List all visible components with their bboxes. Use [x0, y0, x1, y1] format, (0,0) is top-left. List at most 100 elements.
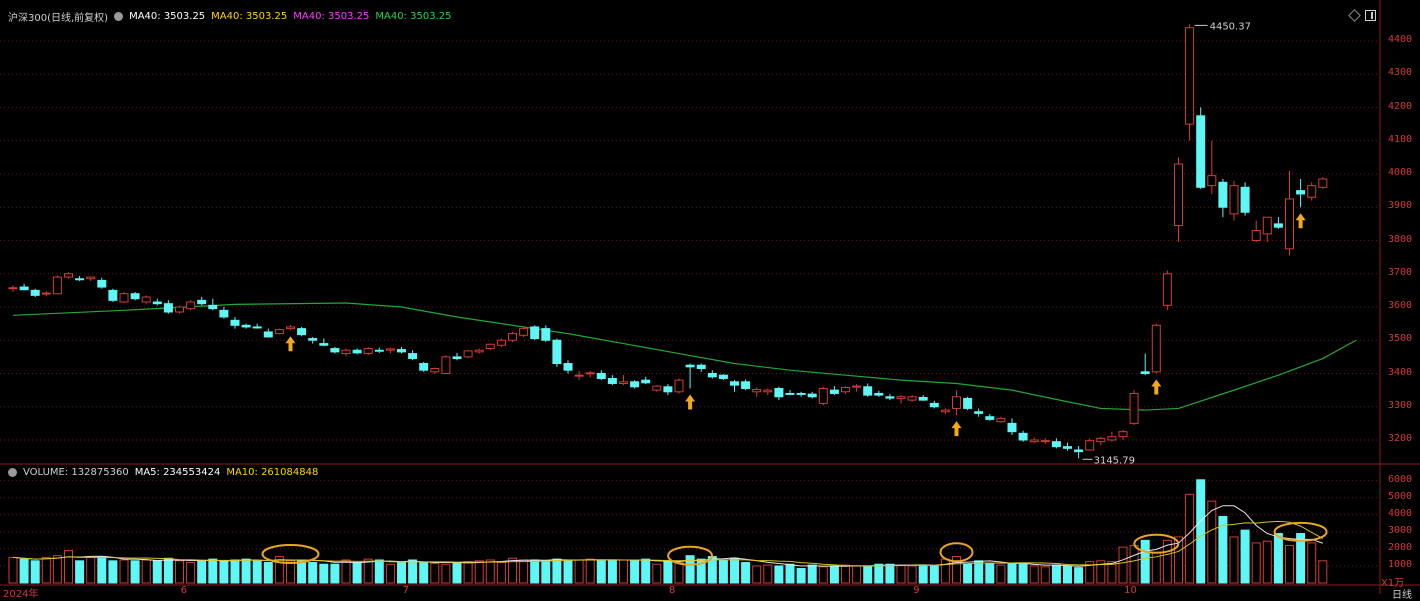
volume-bar — [1040, 566, 1050, 584]
candle-body — [807, 393, 817, 398]
candle-body — [663, 386, 673, 393]
volume-bar — [1007, 562, 1017, 584]
candle-body — [852, 385, 862, 388]
candle-body — [552, 339, 562, 365]
volume-bar — [1096, 560, 1106, 584]
volume-bar — [274, 556, 284, 584]
volume-tick-label: 6000 — [1388, 473, 1413, 485]
settings-dot-icon[interactable] — [114, 12, 124, 21]
volume-bar — [374, 559, 384, 584]
volume-bar — [64, 550, 73, 584]
volume-bar — [52, 555, 62, 584]
candle-body — [585, 372, 595, 375]
volume-bar — [1051, 564, 1061, 584]
candle-body — [319, 343, 329, 346]
candle-body — [241, 324, 251, 328]
candle-body — [64, 273, 73, 278]
volume-highlight-circle — [261, 543, 320, 564]
candle-body — [86, 276, 96, 280]
candle-body — [1096, 437, 1106, 443]
volume-bar — [1162, 539, 1172, 584]
candle-body — [208, 304, 218, 310]
candle-body — [541, 328, 551, 341]
ma40-label-3: MA40: 3503.25 — [293, 11, 370, 22]
volume-bar — [419, 562, 429, 584]
price-tick-label: 3400 — [1388, 366, 1413, 378]
candle-body — [1318, 178, 1328, 188]
candle-body — [796, 392, 806, 395]
volume-bar — [241, 558, 251, 584]
volume-bar — [863, 565, 873, 584]
ma40-curve — [12, 302, 1357, 411]
panel-toggle-icon[interactable] — [1365, 10, 1376, 21]
volume-bar — [175, 560, 184, 584]
candle-body — [1074, 449, 1084, 453]
volume-tick-label: 5000 — [1388, 490, 1413, 502]
volume-bar — [1085, 561, 1095, 584]
date-tick-label: 7 — [402, 585, 409, 596]
candle-body — [1218, 181, 1228, 208]
index-title: 沪深300(日线,前复权) — [8, 13, 109, 24]
volume-bar — [463, 561, 473, 584]
volume-bar — [286, 560, 295, 584]
volume-bar — [1251, 542, 1261, 584]
candle-body — [308, 338, 318, 341]
candle-body — [718, 374, 728, 379]
volume-settings-dot-icon[interactable] — [8, 468, 17, 477]
volume-bar — [1107, 561, 1117, 584]
volume-bar — [363, 558, 373, 584]
candle-body — [907, 396, 917, 401]
volume-bar — [763, 564, 773, 584]
volume-bar — [30, 560, 40, 584]
volume-bar — [230, 559, 240, 584]
diamond-icon[interactable] — [1348, 9, 1361, 22]
candle-body — [252, 326, 262, 329]
volume-bar — [252, 560, 262, 584]
volume-bar — [1174, 536, 1183, 584]
volume-bar — [807, 564, 817, 584]
candle-body — [563, 363, 573, 371]
volume-bar — [1218, 515, 1228, 584]
volume-bar — [585, 558, 595, 584]
volume-bar — [752, 565, 762, 584]
candle-body — [1029, 439, 1039, 443]
candle-body — [397, 349, 406, 353]
volume-bar — [641, 558, 651, 584]
volume-header: VOLUME: 132875360 MA5: 234553424 MA10: 2… — [8, 467, 318, 478]
candle-body — [175, 306, 184, 313]
volume-bar — [674, 562, 684, 584]
volume-bar — [441, 563, 451, 584]
candle-body — [1129, 392, 1139, 424]
candle-body — [163, 303, 173, 313]
volume-bar — [852, 565, 862, 584]
volume-bar — [630, 560, 640, 584]
candle-body — [408, 353, 418, 360]
candle-body — [186, 301, 196, 310]
candle-body — [1307, 185, 1317, 198]
candle-body — [519, 328, 529, 336]
price-header: 沪深300(日线,前复权) MA40: 3503.25 MA40: 3503.2… — [8, 9, 451, 24]
volume-bar — [1018, 563, 1028, 584]
volume-bar — [530, 559, 540, 584]
volume-bar — [841, 564, 850, 584]
volume-bar — [619, 559, 628, 584]
candle-body — [385, 348, 395, 351]
volume-bar — [818, 566, 828, 584]
candle-body — [896, 396, 906, 399]
price-tick-label: 4300 — [1388, 67, 1413, 79]
date-tick-label: 6 — [180, 585, 187, 596]
date-tick-label: 9 — [913, 585, 920, 596]
volume-ma-lines — [12, 505, 1324, 567]
high-price-label: 4450.37 — [1210, 21, 1251, 32]
volume-bar — [996, 564, 1006, 584]
candle-body — [752, 388, 762, 393]
candle-body — [374, 349, 384, 352]
candle-body — [1140, 371, 1150, 374]
volume-bar — [86, 556, 96, 584]
price-tick-label: 3200 — [1388, 433, 1413, 444]
date-tick-label: 8 — [669, 585, 676, 596]
volume-bar — [541, 560, 551, 584]
volume-bar — [108, 560, 118, 584]
volume-bar — [408, 559, 418, 584]
